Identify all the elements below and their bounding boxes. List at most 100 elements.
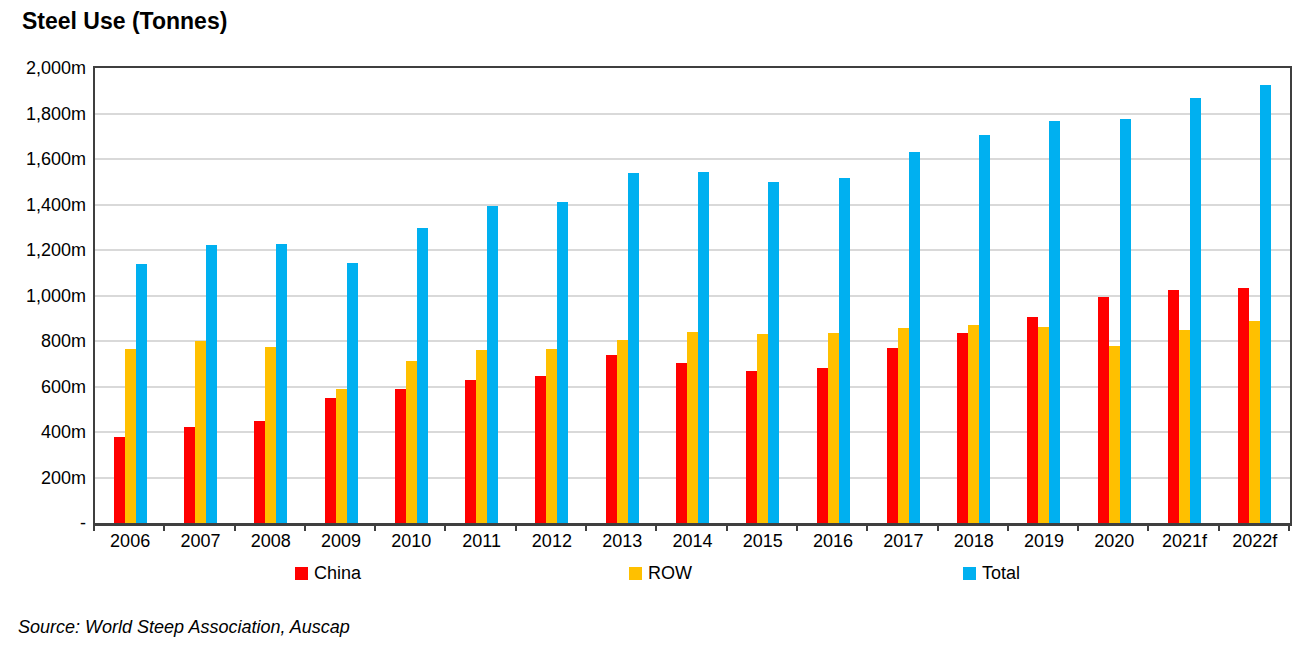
source-note: Source: World Steep Association, Auscap [18,617,350,638]
bar-china-2021f [1168,290,1179,523]
bar-row-2020 [1109,346,1120,523]
bar-total-2018 [979,135,990,523]
y-tick-label: 400m [0,422,86,443]
row-series-swatch [629,567,642,580]
x-axis-tick [93,524,95,531]
bar-total-2007 [206,245,217,523]
bar-china-2012 [535,376,546,523]
x-axis-tick [304,524,306,531]
bar-row-2011 [476,350,487,523]
x-axis-tick [1077,524,1079,531]
bar-row-2009 [336,389,347,523]
y-tick-label: 200m [0,467,86,488]
x-axis-tick [726,524,728,531]
x-axis-tick [1288,524,1290,531]
x-tick-label-2018: 2018 [939,531,1009,552]
legend-item-china: China [295,563,361,584]
bar-china-2018 [957,333,968,523]
bar-china-2006 [114,437,125,523]
x-axis-tick [444,524,446,531]
bar-row-2008 [265,347,276,523]
bar-total-2021f [1190,98,1201,523]
bar-total-2022f [1260,85,1271,523]
bar-row-2010 [406,361,417,523]
bar-row-2019 [1038,327,1049,523]
bar-total-2011 [487,206,498,523]
y-tick-label: 1,800m [0,103,86,124]
bar-total-2012 [557,202,568,523]
gridline-1200 [95,249,1290,251]
x-axis-tick [866,524,868,531]
x-tick-label-2006: 2006 [95,531,165,552]
x-tick-label-2008: 2008 [236,531,306,552]
gridline-1400 [95,204,1290,206]
bar-row-2016 [828,333,839,523]
legend-label-total: Total [982,563,1020,584]
x-tick-label-2013: 2013 [587,531,657,552]
x-axis-tick [1007,524,1009,531]
bar-row-2007 [195,341,206,523]
bar-china-2013 [606,355,617,523]
bar-total-2020 [1120,119,1131,523]
x-axis-tick [1147,524,1149,531]
bar-total-2006 [136,264,147,523]
y-tick-label: 1,400m [0,194,86,215]
y-tick-label: 600m [0,376,86,397]
x-tick-label-2014: 2014 [657,531,727,552]
y-tick-label: - [0,513,86,534]
x-tick-label-2017: 2017 [868,531,938,552]
y-tick-label: 1,200m [0,240,86,261]
x-axis-tick [374,524,376,531]
x-tick-label-2019: 2019 [1009,531,1079,552]
bar-china-2011 [465,380,476,523]
x-tick-label-2009: 2009 [306,531,376,552]
bar-total-2019 [1049,121,1060,523]
x-axis-tick [163,524,165,531]
bar-row-2022f [1249,321,1260,523]
legend-label-china: China [314,563,361,584]
x-tick-label-2015: 2015 [728,531,798,552]
bar-china-2019 [1027,317,1038,523]
y-tick-label: 2,000m [0,58,86,79]
x-axis-tick [796,524,798,531]
total-series-swatch [963,567,976,580]
bar-total-2008 [276,244,287,523]
legend-item-total: Total [963,563,1020,584]
bar-row-2018 [968,325,979,523]
bar-row-2015 [757,334,768,523]
x-axis-tick [234,524,236,531]
y-tick-label: 800m [0,331,86,352]
chart-title: Steel Use (Tonnes) [22,8,227,35]
legend-item-row: ROW [629,563,692,584]
gridline-1600 [95,158,1290,160]
bar-china-2017 [887,348,898,523]
gridline-1000 [95,295,1290,297]
bar-row-2013 [617,340,628,523]
bar-total-2010 [417,228,428,523]
china-series-swatch [295,567,308,580]
x-tick-label-2016: 2016 [798,531,868,552]
x-tick-label-2010: 2010 [376,531,446,552]
x-tick-label-2022f: 2022f [1220,531,1290,552]
bar-china-2015 [746,371,757,523]
bar-total-2009 [347,263,358,523]
bar-china-2007 [184,427,195,523]
bar-total-2014 [698,172,709,523]
bar-china-2008 [254,421,265,523]
bar-china-2020 [1098,297,1109,523]
bar-total-2017 [909,152,920,523]
legend-label-row: ROW [648,563,692,584]
bar-china-2016 [817,368,828,523]
gridline-1800 [95,113,1290,115]
bar-row-2017 [898,328,909,523]
x-axis-tick [585,524,587,531]
bar-total-2016 [839,178,850,523]
bar-china-2022f [1238,288,1249,523]
bar-china-2009 [325,398,336,523]
bar-row-2014 [687,332,698,523]
x-tick-label-2021f: 2021f [1149,531,1219,552]
bar-row-2021f [1179,330,1190,523]
bar-row-2006 [125,349,136,523]
bar-total-2013 [628,173,639,523]
plot-area [93,66,1292,526]
